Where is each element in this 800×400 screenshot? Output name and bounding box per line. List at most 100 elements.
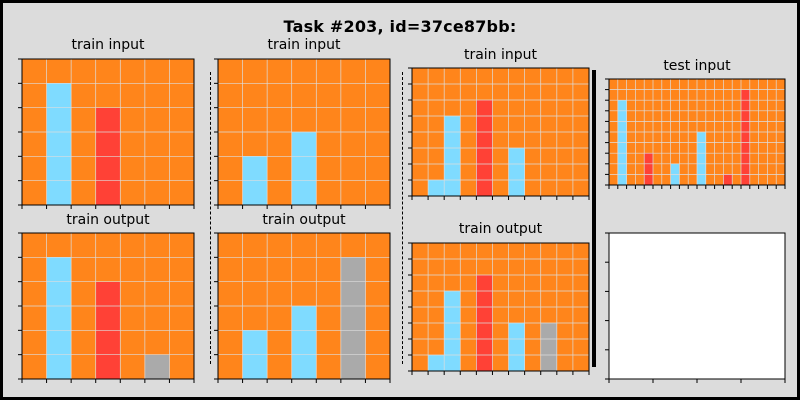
grid-cell xyxy=(492,355,509,372)
grid-cell xyxy=(291,257,317,282)
grid-cell xyxy=(144,132,170,157)
grid-cell xyxy=(492,339,509,356)
grid-cell xyxy=(688,174,698,186)
grid-cell xyxy=(46,156,72,181)
grid-cell xyxy=(653,163,663,175)
grid-cell xyxy=(71,107,97,133)
grid-cell xyxy=(776,121,786,133)
grid-cell xyxy=(169,257,195,282)
grid-cell xyxy=(572,116,590,133)
grid-cell xyxy=(540,68,558,85)
grid-cell xyxy=(679,79,689,90)
grid-cell xyxy=(524,243,542,260)
grid-cell xyxy=(291,59,317,84)
grid-cell xyxy=(572,355,590,372)
grid-cell xyxy=(476,275,493,292)
grid-cell xyxy=(144,156,170,181)
grid-cell xyxy=(316,330,342,355)
grid-cell xyxy=(524,132,542,149)
grid-cell xyxy=(340,257,366,282)
grid-cell xyxy=(340,83,366,108)
grid-cell xyxy=(714,153,724,165)
grid-cell xyxy=(267,83,293,108)
grid-cell xyxy=(242,354,268,380)
grid-cell xyxy=(705,79,715,90)
grid-cell xyxy=(540,164,558,181)
grid-cell xyxy=(540,100,558,117)
grid-cell xyxy=(120,83,146,108)
grid-cell xyxy=(22,281,47,307)
grid-cell xyxy=(444,307,461,324)
grid-cell xyxy=(476,339,493,356)
grid-cell xyxy=(723,79,733,90)
grid-cell xyxy=(316,59,342,84)
grid-cell xyxy=(714,163,724,175)
grid-panel xyxy=(408,67,590,200)
grid-cell xyxy=(46,180,72,206)
grid-cell xyxy=(340,306,366,331)
grid-cell xyxy=(365,83,391,108)
grid-cell xyxy=(95,180,121,206)
grid-cell xyxy=(670,163,680,175)
grid-cell xyxy=(679,153,689,165)
grid-cell xyxy=(749,174,759,186)
grid-cell xyxy=(460,100,477,117)
grid-cell xyxy=(741,89,751,101)
grid-cell xyxy=(556,100,574,117)
grid-cell xyxy=(556,243,574,260)
grid-cell xyxy=(22,233,47,258)
grid-cell xyxy=(705,100,715,112)
grid-cell xyxy=(524,323,542,340)
grid-cell xyxy=(267,59,293,84)
grid-cell xyxy=(508,84,525,101)
grid-cell xyxy=(524,100,542,117)
grid-cell xyxy=(444,339,461,356)
grid-cell xyxy=(609,153,619,165)
grid-cell xyxy=(723,174,733,186)
grid-cell xyxy=(697,132,707,143)
grid-cell xyxy=(144,59,170,84)
grid-cell xyxy=(767,100,777,112)
grid-cell xyxy=(46,281,72,307)
grid-cell xyxy=(476,84,493,101)
grid-cell xyxy=(540,291,558,308)
grid-cell xyxy=(540,259,558,276)
plot-area xyxy=(609,233,785,379)
grid-cell xyxy=(776,142,786,154)
grid-cell xyxy=(679,163,689,175)
grid-cell xyxy=(749,100,759,112)
grid-cell xyxy=(492,132,509,149)
grid-cell xyxy=(626,79,636,90)
grid-cell xyxy=(767,174,777,186)
test-separator xyxy=(592,70,596,367)
grid-cell xyxy=(572,307,590,324)
grid-cell xyxy=(644,163,654,175)
grid-cell xyxy=(540,148,558,165)
grid-cell xyxy=(688,163,698,175)
grid-cell xyxy=(635,132,645,143)
grid-cell xyxy=(316,281,342,307)
grid-cell xyxy=(749,89,759,101)
panel-label: train output xyxy=(66,212,150,228)
grid-cell xyxy=(476,307,493,324)
grid-cell xyxy=(428,148,445,165)
grid-cell xyxy=(340,233,366,258)
grid-cell xyxy=(653,79,663,90)
grid-cell xyxy=(617,132,627,143)
grid-cell xyxy=(617,174,627,186)
grid-cell xyxy=(661,153,671,165)
grid-cell xyxy=(688,100,698,112)
grid-cell xyxy=(71,257,97,282)
grid-cell xyxy=(242,330,268,355)
grid-cell xyxy=(540,180,558,197)
grid-cell xyxy=(644,142,654,154)
grid-cell xyxy=(653,121,663,133)
grid-cell xyxy=(697,163,707,175)
grid-cell xyxy=(460,243,477,260)
grid-cell xyxy=(144,281,170,307)
grid-cell xyxy=(653,153,663,165)
grid-cell xyxy=(776,79,786,90)
grid-cell xyxy=(144,257,170,282)
grid-cell xyxy=(741,110,751,122)
grid-cell xyxy=(242,83,268,108)
